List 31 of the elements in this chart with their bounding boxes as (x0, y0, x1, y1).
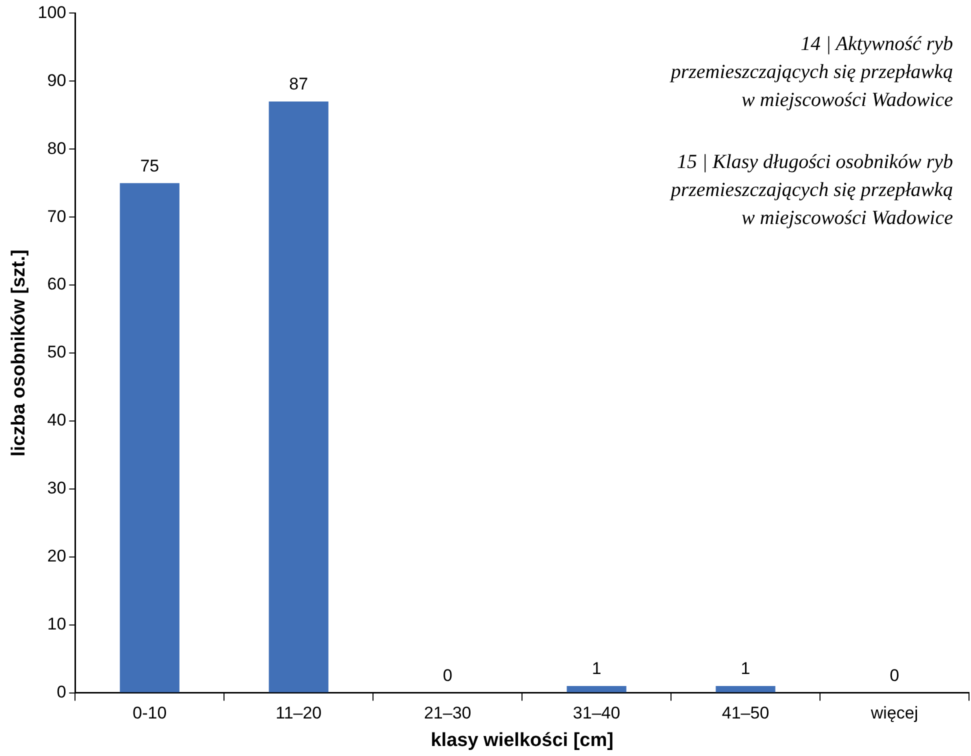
annotation: 15 | Klasy długości osobników ryb przemieszczających się przepławką w miejscowości Wadowice (668, 151, 954, 229)
y-tick-label: 20 (47, 546, 66, 566)
bar (268, 102, 328, 692)
y-tick-label: 70 (47, 206, 66, 226)
x-tick-label: 11–20 (276, 704, 322, 723)
y-tick-label: 40 (47, 410, 66, 430)
data-label: 0 (890, 666, 900, 685)
data-label: 1 (740, 659, 750, 678)
data-label: 87 (289, 74, 308, 94)
annotation: 14 | Aktywność ryb przemieszczających się przepławką w miejscowości Wadowice (668, 33, 954, 111)
y-axis-title: liczba osobników [szt.] (8, 250, 30, 456)
x-tick-label: więcej (870, 704, 918, 723)
y-tick-label: 100 (38, 2, 66, 22)
data-label: 1 (592, 659, 602, 678)
x-tick-label: 41–50 (722, 704, 770, 723)
x-axis-title: klasy wielkości [cm] (430, 730, 614, 751)
data-label: 0 (442, 666, 452, 685)
y-tick-label: 0 (56, 682, 66, 702)
x-tick-label: 0-10 (132, 704, 167, 723)
data-label: 75 (140, 156, 160, 176)
bar (566, 686, 626, 692)
bar (120, 183, 180, 692)
y-tick-label: 80 (47, 138, 66, 158)
y-tick-label: 30 (47, 478, 66, 498)
x-tick-label: 21–30 (424, 704, 472, 723)
bar (716, 686, 776, 692)
x-tick-label: 31–40 (572, 704, 620, 723)
y-tick-label: 90 (47, 70, 66, 90)
y-tick-label: 60 (47, 274, 66, 294)
y-tick-label: 50 (47, 342, 66, 362)
y-tick-label: 10 (47, 614, 66, 634)
